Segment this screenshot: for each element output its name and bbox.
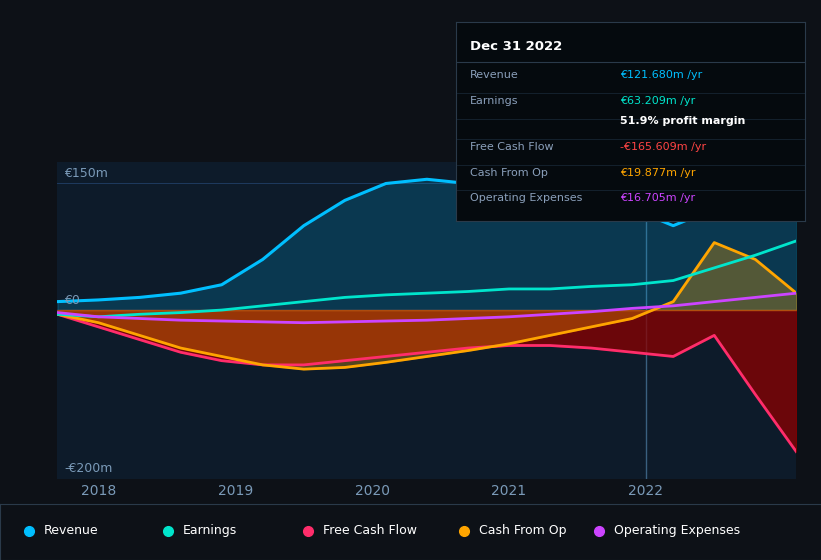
Text: Revenue: Revenue xyxy=(44,524,99,538)
Text: Free Cash Flow: Free Cash Flow xyxy=(470,142,553,152)
Text: Operating Expenses: Operating Expenses xyxy=(614,524,741,538)
Text: Free Cash Flow: Free Cash Flow xyxy=(323,524,416,538)
Text: €121.680m /yr: €121.680m /yr xyxy=(620,70,702,80)
Text: €150m: €150m xyxy=(64,167,108,180)
Text: Earnings: Earnings xyxy=(183,524,237,538)
Text: -€165.609m /yr: -€165.609m /yr xyxy=(620,142,706,152)
Text: 51.9% profit margin: 51.9% profit margin xyxy=(620,116,745,126)
Text: €63.209m /yr: €63.209m /yr xyxy=(620,96,695,106)
Text: Revenue: Revenue xyxy=(470,70,518,80)
Text: -€200m: -€200m xyxy=(64,463,112,475)
Text: €0: €0 xyxy=(64,293,80,307)
Text: €19.877m /yr: €19.877m /yr xyxy=(620,167,695,178)
Text: Earnings: Earnings xyxy=(470,96,518,106)
Text: Operating Expenses: Operating Expenses xyxy=(470,193,582,203)
Text: Dec 31 2022: Dec 31 2022 xyxy=(470,40,562,53)
Text: €16.705m /yr: €16.705m /yr xyxy=(620,193,695,203)
Text: Cash From Op: Cash From Op xyxy=(470,167,548,178)
Text: Cash From Op: Cash From Op xyxy=(479,524,566,538)
